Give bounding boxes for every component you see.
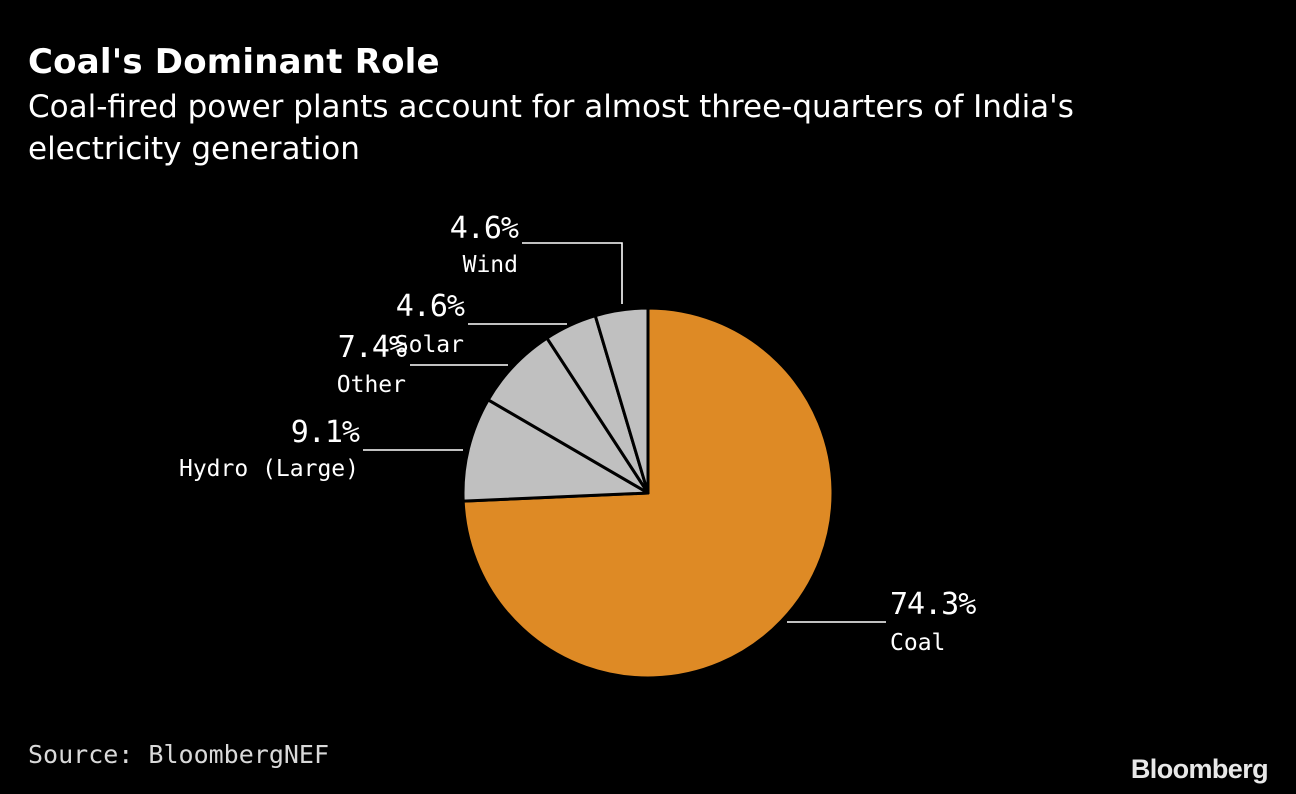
category-label-other: Other: [337, 372, 406, 398]
chart-subtitle: Coal-fired power plants account for almo…: [28, 89, 1074, 167]
value-label-solar: 4.6%: [396, 289, 465, 324]
category-label-coal: Coal: [890, 630, 945, 656]
leader-lines: [363, 242, 886, 623]
value-label-coal: 74.3%: [890, 587, 976, 622]
category-label-hydro-large: Hydro (Large): [179, 456, 359, 482]
bloomberg-logo: Bloomberg: [1130, 754, 1269, 784]
pie-slice-wind: [593, 306, 650, 495]
pie-slice-hydro-large: [461, 398, 650, 503]
value-label-other: 7.4%: [338, 330, 407, 365]
slice-labels: 74.3% Coal 9.1% Hydro (Large) 7.4% Other 4.6% S…: [179, 211, 977, 656]
value-label-wind: 4.6%: [450, 211, 519, 246]
value-label-hydro-large: 9.1%: [291, 415, 360, 450]
category-label-wind: Wind: [463, 252, 518, 278]
source-note: Source: BloombergNEF: [28, 740, 330, 769]
leader-line-wind: [522, 242, 623, 304]
pie-slices: [461, 306, 835, 680]
category-label-solar: Solar: [395, 332, 464, 358]
chart-title: Coal's Dominant Role: [28, 42, 440, 82]
